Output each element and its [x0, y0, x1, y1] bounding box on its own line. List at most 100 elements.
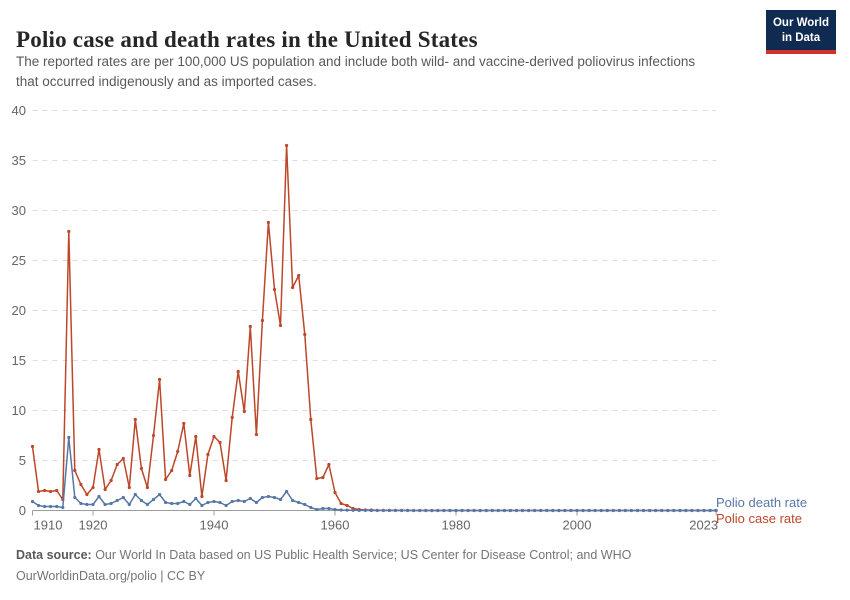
series-polio-death-rate-point[interactable]: [230, 499, 234, 504]
series-polio-death-rate-point[interactable]: [85, 502, 89, 507]
series-polio-case-rate-point[interactable]: [333, 490, 337, 495]
series-polio-case-rate-point[interactable]: [285, 143, 289, 148]
series-polio-death-rate-point[interactable]: [291, 498, 295, 503]
series-polio-death-rate-point[interactable]: [242, 499, 246, 504]
series-polio-death-rate-point[interactable]: [387, 508, 391, 513]
series-polio-death-rate-point[interactable]: [551, 508, 555, 513]
series-polio-death-rate-point[interactable]: [182, 499, 186, 504]
legend-item-case-rate[interactable]: Polio case rate: [716, 511, 802, 526]
series-polio-death-rate-point[interactable]: [43, 504, 47, 509]
series-polio-death-rate-point[interactable]: [278, 497, 283, 502]
series-polio-death-rate-point[interactable]: [254, 500, 258, 505]
series-polio-death-rate-point[interactable]: [569, 508, 573, 513]
series-polio-death-rate-point[interactable]: [139, 498, 143, 503]
series-polio-death-rate-point[interactable]: [176, 501, 180, 506]
series-polio-case-rate-point[interactable]: [339, 501, 343, 506]
series-polio-death-rate-point[interactable]: [145, 502, 149, 507]
series-polio-case-rate-point[interactable]: [103, 487, 107, 492]
series-polio-death-rate-point[interactable]: [164, 500, 168, 505]
series-polio-death-rate-point[interactable]: [412, 508, 416, 513]
series-polio-case-rate-point[interactable]: [97, 447, 101, 452]
series-polio-death-rate-point[interactable]: [702, 508, 706, 513]
series-polio-death-rate-point[interactable]: [272, 495, 277, 500]
series-polio-death-rate-point[interactable]: [611, 508, 615, 513]
series-polio-case-rate-point[interactable]: [248, 324, 252, 329]
series-polio-death-rate-point[interactable]: [91, 502, 95, 507]
series-polio-death-rate-point[interactable]: [224, 503, 228, 508]
series-polio-case-rate-point[interactable]: [170, 468, 174, 473]
series-polio-case-rate-point[interactable]: [224, 478, 228, 483]
series-polio-death-rate-point[interactable]: [357, 508, 361, 512]
series-polio-death-rate-point[interactable]: [599, 508, 603, 513]
series-polio-death-rate-point[interactable]: [436, 508, 440, 513]
series-polio-death-rate-point[interactable]: [654, 508, 658, 513]
series-polio-death-rate-point[interactable]: [533, 508, 537, 513]
series-polio-case-rate-point[interactable]: [49, 489, 53, 494]
series-polio-death-rate-point[interactable]: [424, 508, 428, 513]
series-polio-case-rate-point[interactable]: [254, 432, 258, 437]
series-polio-death-rate-point[interactable]: [520, 508, 525, 513]
series-polio-death-rate-point[interactable]: [484, 508, 488, 513]
series-polio-death-rate-point[interactable]: [381, 508, 385, 513]
series-polio-case-rate-point[interactable]: [194, 434, 198, 439]
series-polio-death-rate-point[interactable]: [514, 508, 519, 513]
series-polio-case-rate-point[interactable]: [266, 220, 270, 225]
series-polio-death-rate-line[interactable]: [32, 436, 717, 512]
series-polio-case-rate-point[interactable]: [182, 421, 186, 426]
series-polio-death-rate-point[interactable]: [127, 502, 131, 507]
series-polio-death-rate-point[interactable]: [30, 499, 35, 504]
series-polio-case-rate-point[interactable]: [91, 485, 95, 490]
series-polio-death-rate-point[interactable]: [666, 508, 670, 513]
series-polio-death-rate-point[interactable]: [545, 508, 549, 513]
series-polio-case-rate-point[interactable]: [230, 415, 234, 420]
series-polio-case-rate-point[interactable]: [85, 492, 89, 497]
series-polio-case-rate-point[interactable]: [36, 489, 41, 494]
series-polio-death-rate-point[interactable]: [648, 508, 652, 513]
series-polio-death-rate-point[interactable]: [672, 508, 676, 513]
series-polio-death-rate-point[interactable]: [678, 508, 682, 513]
series-polio-case-rate-point[interactable]: [145, 485, 149, 490]
series-polio-case-rate-point[interactable]: [303, 332, 307, 337]
series-polio-case-rate-point[interactable]: [164, 477, 168, 482]
series-polio-death-rate-point[interactable]: [605, 508, 609, 513]
series-polio-death-rate-point[interactable]: [309, 505, 313, 510]
series-polio-death-rate-point[interactable]: [369, 508, 373, 513]
series-polio-death-rate-point[interactable]: [714, 508, 718, 513]
series-polio-death-rate-point[interactable]: [418, 508, 422, 513]
series-polio-death-rate-point[interactable]: [575, 508, 579, 513]
series-polio-case-rate-point[interactable]: [278, 323, 283, 328]
series-polio-death-rate-point[interactable]: [188, 502, 192, 507]
series-polio-death-rate-point[interactable]: [339, 508, 343, 512]
series-polio-case-rate-line[interactable]: [31, 144, 717, 512]
series-polio-death-rate-point[interactable]: [684, 508, 688, 513]
series-polio-death-rate-point[interactable]: [478, 508, 482, 513]
series-polio-case-rate-point[interactable]: [133, 417, 137, 422]
series-polio-death-rate-point[interactable]: [623, 508, 628, 513]
series-polio-death-rate-point[interactable]: [151, 497, 156, 502]
series-polio-death-rate-point[interactable]: [490, 508, 494, 513]
series-polio-death-rate-point[interactable]: [696, 508, 700, 513]
series-polio-case-rate-point[interactable]: [127, 485, 131, 490]
series-polio-case-rate-point[interactable]: [212, 434, 216, 439]
series-polio-case-rate-point[interactable]: [272, 287, 277, 292]
series-polio-death-rate-point[interactable]: [430, 508, 434, 513]
series-polio-death-rate-point[interactable]: [260, 495, 264, 500]
series-polio-death-rate-point[interactable]: [327, 506, 331, 511]
series-polio-death-rate-point[interactable]: [629, 508, 634, 513]
series-polio-death-rate-point[interactable]: [121, 495, 125, 500]
series-polio-death-rate-point[interactable]: [236, 498, 240, 503]
series-polio-death-rate-point[interactable]: [103, 502, 107, 507]
series-polio-case-rate-point[interactable]: [206, 452, 210, 457]
series-polio-case-rate-point[interactable]: [67, 229, 71, 234]
series-polio-death-rate-point[interactable]: [55, 504, 59, 509]
series-polio-death-rate-point[interactable]: [61, 505, 65, 510]
citation-link[interactable]: OurWorldinData.org/polio | CC BY: [16, 569, 206, 584]
series-polio-death-rate-point[interactable]: [158, 492, 162, 497]
series-polio-death-rate-point[interactable]: [109, 501, 113, 506]
series-polio-death-rate-point[interactable]: [170, 501, 174, 506]
series-polio-death-rate-point[interactable]: [345, 508, 349, 512]
series-polio-case-rate-point[interactable]: [321, 475, 325, 480]
series-polio-death-rate-point[interactable]: [218, 500, 222, 505]
series-polio-death-rate-point[interactable]: [496, 508, 500, 513]
series-polio-death-rate-point[interactable]: [321, 506, 325, 511]
